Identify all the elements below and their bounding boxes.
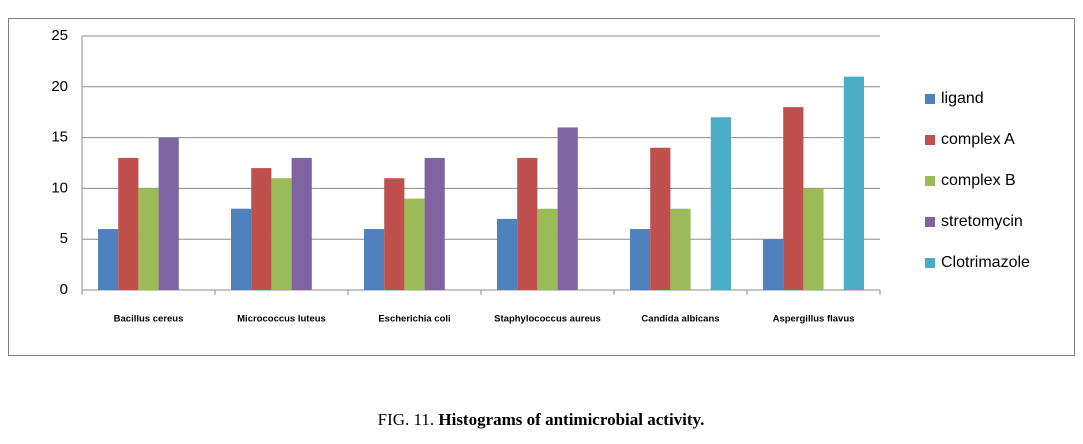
legend-label: stretomycin [941,213,1023,230]
bar [537,208,558,290]
caption-title: Histograms of antimicrobial activity. [438,410,704,429]
x-tick-label: Staphylococcus aureus [494,314,601,325]
bar [158,137,179,290]
bar [670,208,691,290]
y-tick-label: 15 [51,129,68,146]
bar [497,218,518,290]
legend-swatch [925,217,935,227]
bar [517,157,538,290]
bar [138,188,159,290]
legend-swatch [925,135,935,145]
bar [271,178,292,290]
bar [118,157,139,290]
bar [424,157,445,290]
bar [650,147,671,290]
x-tick-label: Bacillus cereus [114,314,184,325]
bar [557,127,578,290]
legend-label: Clotrimazole [941,254,1030,271]
bar [803,188,824,290]
x-tick-label: Escherichia coli [378,314,450,325]
bar [364,229,385,290]
y-tick-label: 10 [51,179,68,196]
y-tick-label: 0 [60,281,68,298]
legend-swatch [925,176,935,186]
legend-label: complex B [941,172,1016,189]
x-tick-label: Candida albicans [641,314,719,325]
x-tick-label: Micrococcus luteus [237,314,326,325]
bar [384,178,405,290]
legend-swatch [925,258,935,268]
bar [291,157,312,290]
legend-swatch [925,94,935,104]
bar [843,76,864,290]
bar [98,229,119,290]
bar [251,168,272,290]
bar [763,239,784,290]
legend-label: complex A [941,131,1015,148]
x-tick-label: Aspergillus flavus [773,314,855,325]
chart-frame [8,18,1075,356]
bar [710,117,731,290]
legend-label: ligand [941,90,984,107]
bar [231,208,252,290]
bar [404,198,425,290]
caption-label: FIG. 11. [378,410,435,429]
y-tick-label: 5 [60,230,68,247]
bar [630,229,651,290]
y-tick-label: 20 [51,78,68,95]
y-tick-label: 25 [51,27,68,44]
caption: FIG. 11. Histograms of antimicrobial act… [378,410,705,429]
bar [783,107,804,291]
